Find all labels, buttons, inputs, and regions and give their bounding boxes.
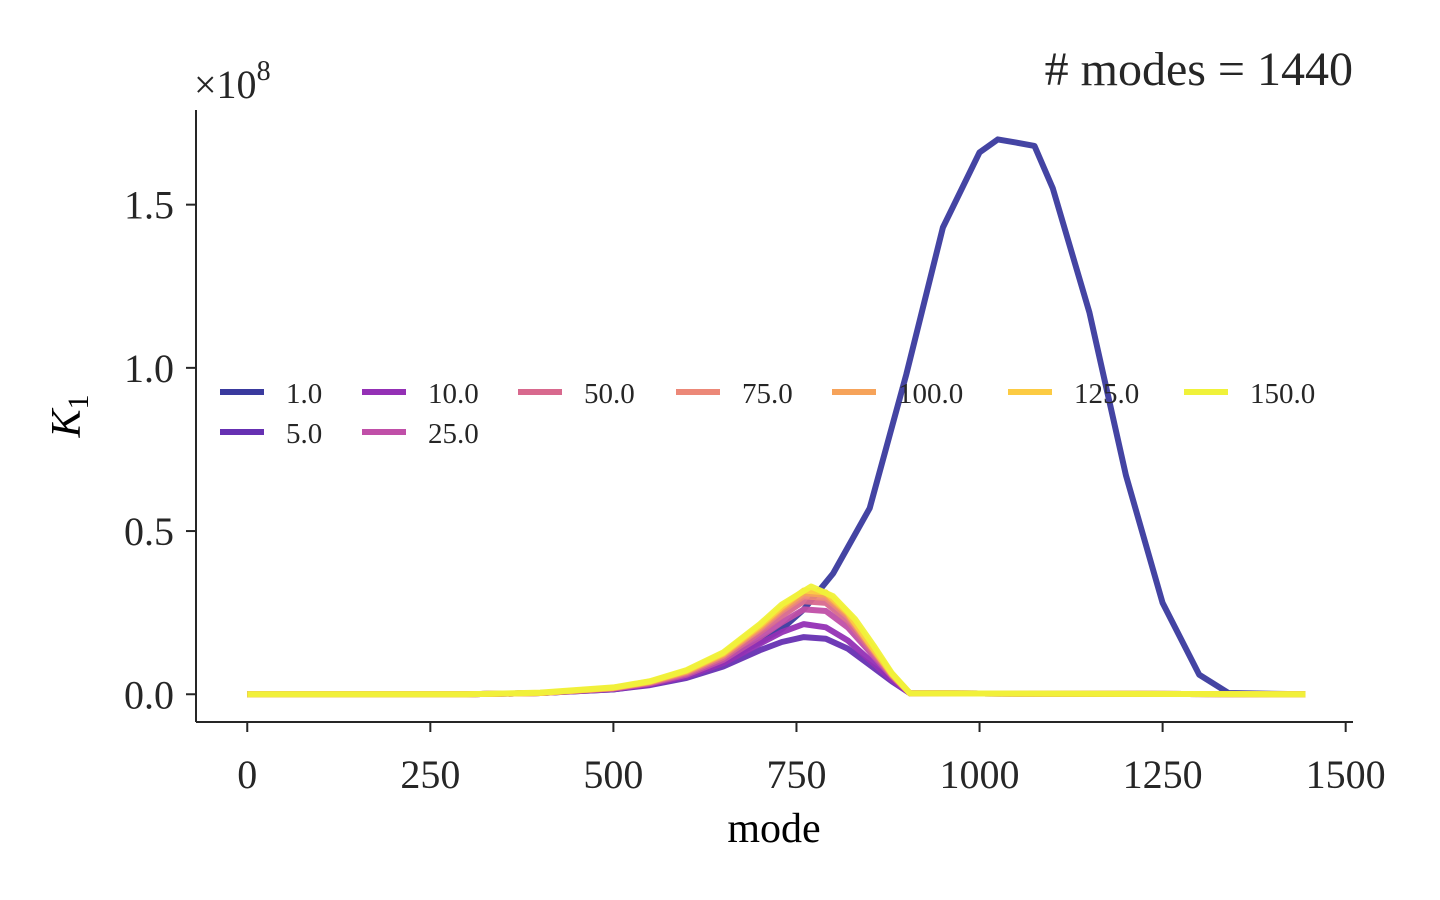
legend-item: 75.0 bbox=[676, 378, 793, 410]
series-line-150.0 bbox=[247, 583, 1306, 698]
x-tick-label: 250 bbox=[400, 752, 460, 797]
series-lines bbox=[247, 136, 1306, 698]
x-tick-label: 1250 bbox=[1123, 752, 1203, 797]
legend-label: 150.0 bbox=[1250, 378, 1315, 410]
y-tick-label: 1.5 bbox=[124, 183, 174, 228]
legend-item: 10.0 bbox=[362, 378, 479, 410]
x-tick-label: 1500 bbox=[1306, 752, 1386, 797]
legend-item: 125.0 bbox=[1008, 378, 1139, 410]
legend-item: 25.0 bbox=[362, 418, 479, 450]
x-ticks: 0 250 500 750 1000 1250 1500 bbox=[237, 722, 1386, 797]
chart-title: # modes = 1440 bbox=[1045, 43, 1353, 96]
y-axis-multiplier: ×108 bbox=[194, 56, 271, 107]
x-tick-label: 750 bbox=[766, 752, 826, 797]
legend-label: 75.0 bbox=[742, 378, 793, 410]
x-tick-label: 1000 bbox=[940, 752, 1020, 797]
y-tick-label: 0.0 bbox=[124, 672, 174, 717]
y-multiplier-base: ×10 bbox=[194, 62, 257, 107]
legend-item: 150.0 bbox=[1184, 378, 1315, 410]
series-line-5.0 bbox=[247, 634, 1306, 698]
legend-item: 100.0 bbox=[832, 378, 963, 410]
legend-label: 5.0 bbox=[286, 418, 322, 450]
y-multiplier-exponent: 8 bbox=[257, 56, 271, 87]
legend-label: 1.0 bbox=[286, 378, 322, 410]
series-line-10.0 bbox=[247, 621, 1306, 698]
svg-text:K1: K1 bbox=[44, 394, 95, 438]
y-ticks: 0.0 0.5 1.0 1.5 bbox=[124, 183, 196, 717]
legend-label: 50.0 bbox=[584, 378, 635, 410]
legend-label: 125.0 bbox=[1074, 378, 1139, 410]
legend-label: 10.0 bbox=[428, 378, 479, 410]
y-tick-label: 0.5 bbox=[124, 509, 174, 554]
legend-item: 50.0 bbox=[518, 378, 635, 410]
y-axis-label-main: K bbox=[44, 408, 90, 439]
legend: 1.0 5.0 10.0 25.0 50.0 75.0 100.0 125.0 150.0 bbox=[220, 378, 1315, 450]
x-tick-label: 0 bbox=[237, 752, 257, 797]
x-axis-label: mode bbox=[727, 806, 820, 852]
y-axis-label-subscript: 1 bbox=[62, 394, 95, 409]
y-tick-label: 1.0 bbox=[124, 346, 174, 391]
legend-item: 5.0 bbox=[220, 418, 322, 450]
x-tick-label: 500 bbox=[583, 752, 643, 797]
legend-item: 1.0 bbox=[220, 378, 322, 410]
legend-label: 100.0 bbox=[898, 378, 963, 410]
y-axis-label: K1 bbox=[44, 394, 95, 438]
legend-label: 25.0 bbox=[428, 418, 479, 450]
